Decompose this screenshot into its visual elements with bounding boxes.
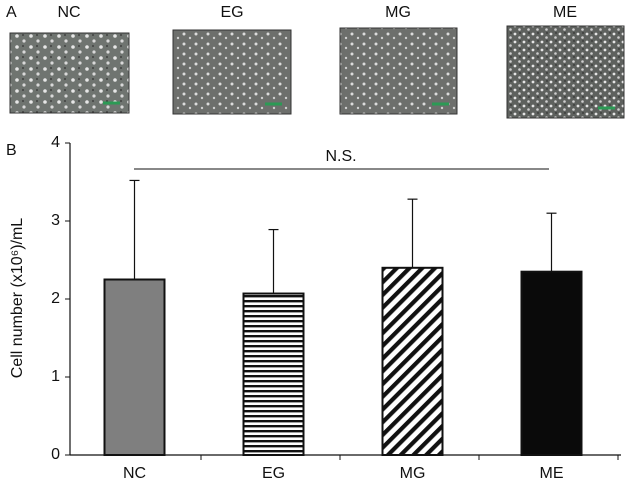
y-tick-label: 3 xyxy=(51,212,60,229)
micrograph xyxy=(9,32,130,114)
image-label: EG xyxy=(220,4,243,21)
x-tick-label: NC xyxy=(123,465,146,482)
y-axis-label: Cell number (x10⁶)/mL xyxy=(9,218,26,379)
image-label: ME xyxy=(553,4,577,21)
panel-b: B Cell number (x10⁶)/mL N.S. 0 1 2 3 4 NC EG MG… xyxy=(6,134,621,482)
x-tick-label: EG xyxy=(262,465,285,482)
micrograph xyxy=(172,29,292,115)
annotation: N.S. xyxy=(325,148,356,165)
image-label: MG xyxy=(385,4,411,21)
micrograph xyxy=(506,25,625,119)
panel-label: A xyxy=(6,4,17,21)
bar xyxy=(520,270,583,457)
x-tick-label: ME xyxy=(540,465,564,482)
bar xyxy=(242,292,305,457)
x-tick-label: MG xyxy=(400,465,426,482)
y-tick-label: 4 xyxy=(51,134,60,151)
panel-label: B xyxy=(6,142,17,159)
image-label: NC xyxy=(57,4,80,21)
y-tick-label: 1 xyxy=(51,368,60,385)
panel-a: A NC EG MG ME xyxy=(6,4,625,119)
bar xyxy=(381,266,444,456)
y-tick-label: 0 xyxy=(51,446,60,463)
bar xyxy=(103,278,166,456)
y-tick-label: 2 xyxy=(51,290,60,307)
micrograph xyxy=(339,27,458,115)
